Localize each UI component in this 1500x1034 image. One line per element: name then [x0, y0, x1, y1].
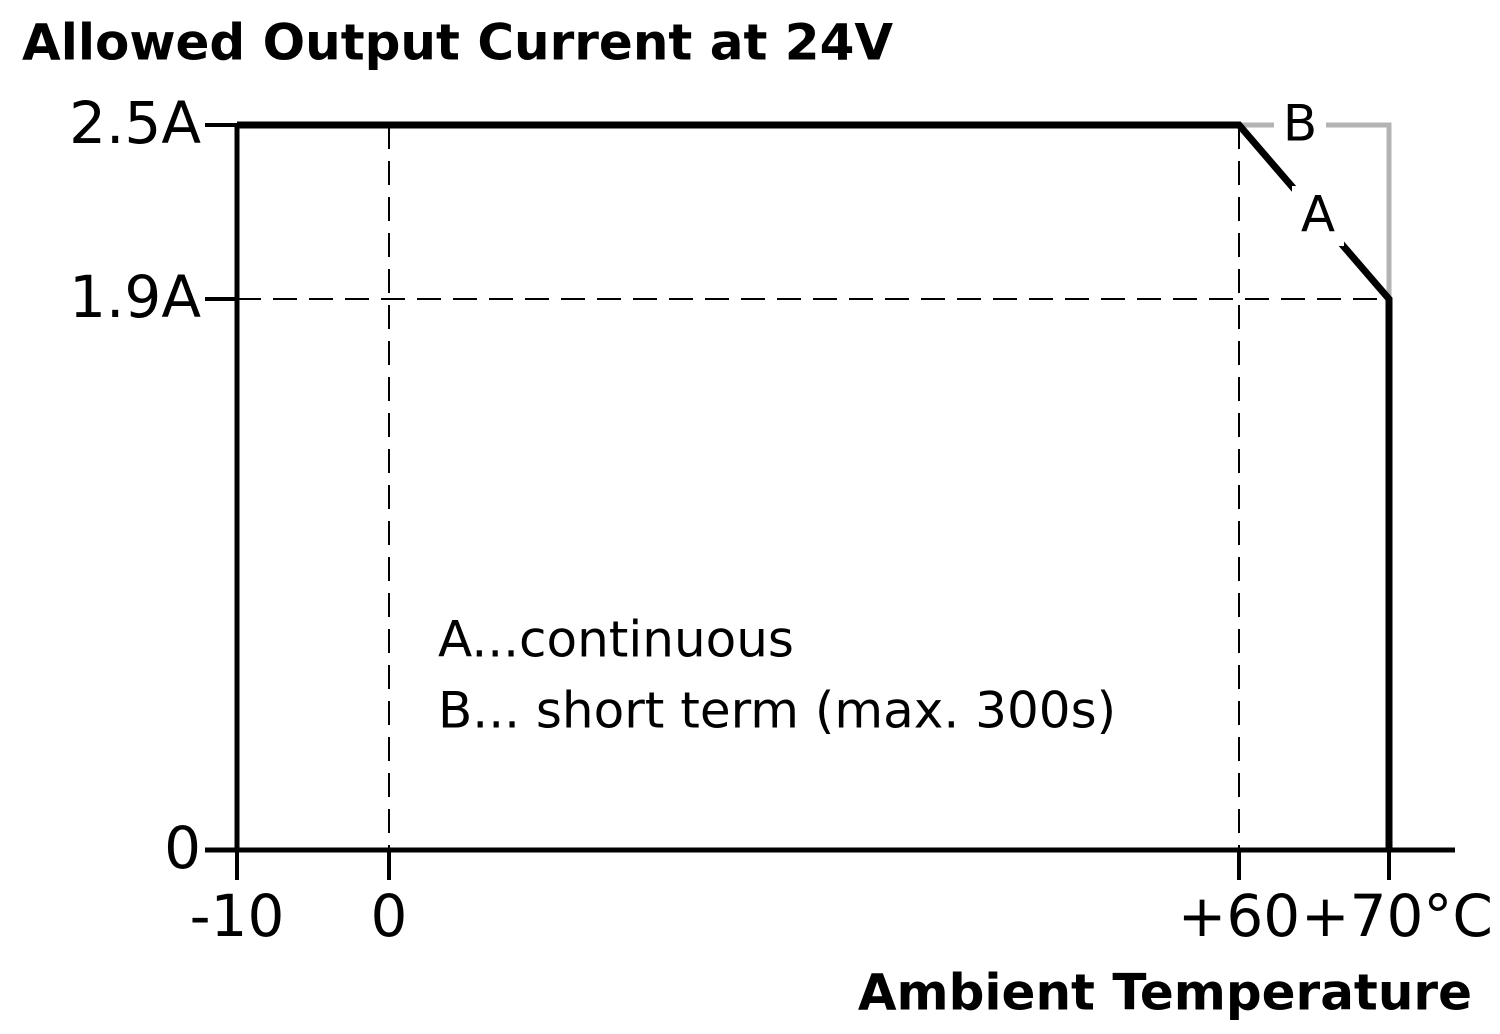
series-label: A — [1301, 186, 1335, 244]
x-tick-label: +70°C — [1301, 882, 1493, 950]
x-tick-label: +60 — [1178, 882, 1300, 950]
annotation: A...continuous — [438, 611, 794, 669]
label-background — [1292, 186, 1344, 246]
series-line — [237, 121, 1393, 850]
y-tick-label: 1.9A — [69, 263, 201, 331]
chart-title: Allowed Output Current at 24V — [22, 14, 893, 72]
annotation: B... short term (max. 300s) — [438, 682, 1116, 740]
x-tick-label: -10 — [190, 882, 285, 950]
y-tick-label: 2.5A — [69, 89, 201, 157]
label-background — [1274, 95, 1326, 155]
x-axis-label: Ambient Temperature — [858, 964, 1472, 1022]
x-tick-label: 0 — [371, 882, 408, 950]
series-label: B — [1283, 95, 1317, 153]
y-tick-label: 0 — [164, 814, 201, 882]
